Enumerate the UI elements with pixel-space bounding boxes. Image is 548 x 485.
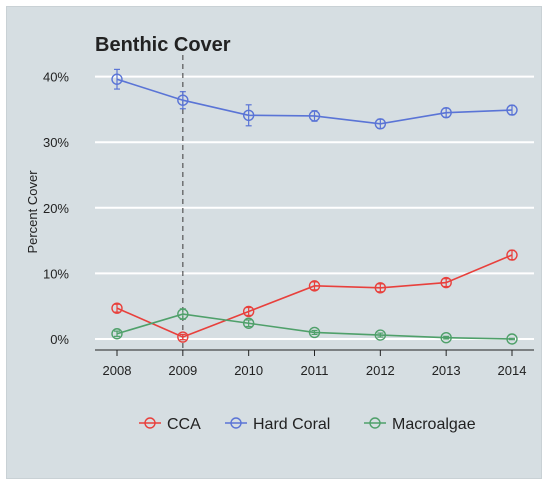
data-point — [506, 249, 518, 261]
data-point — [111, 73, 123, 85]
legend-label: CCA — [167, 416, 201, 433]
legend-label: Hard Coral — [253, 416, 330, 433]
data-point — [242, 109, 255, 122]
grid-lines — [95, 75, 534, 340]
data-point — [374, 329, 387, 341]
x-tick-label: 2014 — [498, 363, 527, 378]
data-point — [506, 333, 518, 345]
data-point — [308, 280, 321, 292]
data-point — [242, 305, 255, 318]
series-macroalgae — [111, 308, 518, 345]
data-point — [374, 282, 387, 294]
legend-marker — [144, 417, 156, 429]
data-point — [440, 276, 452, 289]
legend-marker — [369, 417, 381, 429]
data-point — [308, 110, 321, 122]
axes: 0% 10% 20% 30% 40% 2008 2009 2010 2011 2012 2013 20… — [43, 70, 534, 378]
y-axis-label: Percent Cover — [25, 170, 40, 254]
y-tick-label: 40% — [43, 70, 69, 85]
y-tick-label: 10% — [43, 266, 69, 281]
chart-title: Benthic Cover — [95, 34, 231, 56]
data-point — [177, 308, 189, 320]
data-point — [111, 328, 123, 340]
data-point — [374, 118, 387, 130]
series-cca — [111, 249, 518, 343]
data-point — [440, 106, 452, 119]
legend: CCA Hard Coral Macroalgae — [139, 416, 476, 433]
data-point — [440, 331, 452, 344]
legend-item-cca: CCA — [139, 416, 201, 433]
y-tick-label: 0% — [50, 332, 69, 347]
x-tick-label: 2011 — [301, 363, 329, 378]
x-tick-label: 2008 — [103, 363, 132, 378]
data-point — [177, 331, 189, 343]
x-tick-label: 2010 — [234, 363, 263, 378]
chart-panel: 0% 10% 20% 30% 40% 2008 2009 2010 2011 2012 2013 20… — [6, 6, 542, 479]
series-line-cca — [116, 254, 513, 338]
data-point — [506, 104, 518, 116]
y-tick-label: 20% — [43, 201, 69, 216]
x-tick-label: 2009 — [168, 363, 197, 378]
legend-item-macroalgae: Macroalgae — [364, 416, 476, 433]
data-point — [242, 317, 255, 329]
series-hard-coral — [111, 68, 518, 130]
legend-marker — [230, 417, 242, 429]
data-point — [308, 326, 321, 339]
x-tick-label: 2012 — [366, 363, 395, 378]
series-layer — [111, 68, 518, 345]
y-tick-label: 30% — [43, 135, 69, 150]
legend-label: Macroalgae — [392, 416, 476, 433]
data-point — [177, 94, 189, 106]
x-tick-label: 2013 — [432, 363, 461, 378]
series-line-macroalgae — [116, 313, 513, 340]
benthic-cover-chart: 0% 10% 20% 30% 40% 2008 2009 2010 2011 2012 2013 20… — [25, 34, 534, 433]
legend-item-hard-coral: Hard Coral — [225, 416, 330, 433]
data-point — [111, 302, 123, 314]
